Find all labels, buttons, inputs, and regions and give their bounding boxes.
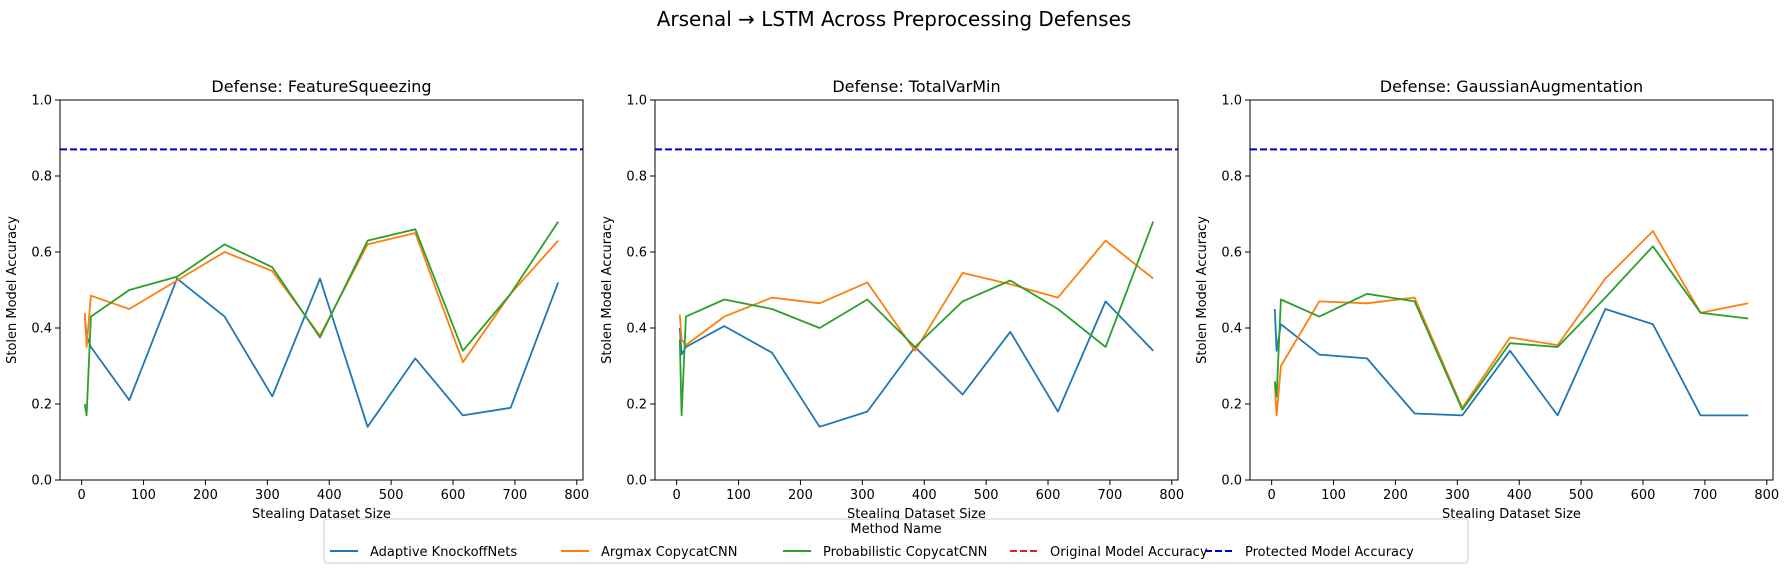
x-tick-label: 700 [1098,488,1123,503]
y-tick-label: 0.8 [626,170,647,185]
x-tick-label: 500 [974,488,999,503]
plot-frame [59,99,584,481]
y-tick-label: 0.4 [626,322,647,337]
series-adaptive-knockoffnets [678,300,1154,428]
y-tick-label: 0.6 [31,246,52,261]
x-tick-label: 200 [1383,488,1408,503]
subplot-3: Defense: GaussianAugmentation 0 100 200 300 4… [1195,77,1779,522]
x-tick-label: 500 [379,488,404,503]
series-adaptive-knockoffnets [1273,308,1749,417]
x-tick-label: 400 [1507,488,1532,503]
y-tick-label: 1.0 [626,94,647,109]
x-tick-label: 600 [441,488,466,503]
y-tick-label: 0.8 [31,170,52,185]
x-tick-label: 400 [317,488,342,503]
x-tick-label: 300 [255,488,280,503]
y-tick-label: 0.8 [1221,170,1242,185]
subplot-title: Defense: TotalVarMin [832,77,1000,96]
y-tick-label: 0.2 [1221,398,1242,413]
x-tick-label: 0 [673,488,681,503]
legend-label-adaptive-knockoffnets: Adaptive KnockoffNets [370,545,517,560]
series-argmax-copycatcnn [678,239,1154,352]
x-tick-label: 500 [1569,488,1594,503]
y-tick-label: 0.0 [1221,474,1242,489]
x-tick-label: 200 [788,488,813,503]
y-tick-label: 0.4 [31,322,52,337]
legend-label-protected-model-accuracy: Protected Model Accuracy [1245,545,1414,560]
y-tick-label: 0.2 [626,398,647,413]
y-tick-label: 0.0 [31,474,52,489]
legend-label-original-model-accuracy: Original Model Accuracy [1050,545,1208,560]
x-tick-label: 600 [1036,488,1061,503]
y-tick-label: 0.6 [1221,246,1242,261]
x-tick-label: 300 [1445,488,1470,503]
y-tick-label: 0.6 [626,246,647,261]
series-argmax-copycatcnn [83,232,559,364]
legend-box [323,518,1469,564]
x-tick-label: 800 [564,488,589,503]
x-tick-label: 100 [131,488,156,503]
series-adaptive-knockoffnets [83,277,560,428]
legend: Method Name Adaptive KnockoffNets Argmax C… [323,518,1469,564]
y-tick-label: 1.0 [31,94,52,109]
legend-label-argmax-copycatcnn: Argmax CopycatCNN [601,545,737,560]
subplot-title: Defense: FeatureSqueezing [211,77,431,96]
y-tick-label: 0.2 [31,398,52,413]
series-argmax-copycatcnn [1273,230,1749,417]
x-tick-label: 200 [193,488,218,503]
x-tick-label: 800 [1754,488,1779,503]
legend-title: Method Name [850,522,941,537]
legend-label-probabilistic-copycatcnn: Probabilistic CopycatCNN [823,545,987,560]
y-tick-label: 1.0 [1221,94,1242,109]
x-tick-label: 400 [912,488,937,503]
x-axis-label: Stealing Dataset Size [252,507,391,522]
x-axis-label: Stealing Dataset Size [847,507,986,522]
series-probabilistic-copycatcnn [1273,245,1749,411]
subplot-1: Defense: FeatureSqueezing 0 100 200 300 400 50… [5,77,589,522]
y-tick-label: 0.0 [626,474,647,489]
subplots: Defense: FeatureSqueezing 0 100 200 300 400 50… [5,77,1779,522]
x-tick-label: 700 [503,488,528,503]
y-axis-label: Stolen Model Accuracy [5,216,20,364]
subplot-title: Defense: GaussianAugmentation [1380,77,1643,96]
series-probabilistic-copycatcnn [678,221,1155,417]
x-tick-label: 700 [1693,488,1718,503]
plot-frame [654,99,1179,481]
x-tick-label: 0 [78,488,86,503]
y-axis-label: Stolen Model Accuracy [1195,216,1210,364]
x-tick-label: 100 [726,488,751,503]
x-tick-label: 600 [1631,488,1656,503]
x-tick-label: 0 [1268,488,1276,503]
y-axis-label: Stolen Model Accuracy [600,216,615,364]
x-axis-label: Stealing Dataset Size [1442,507,1581,522]
plot-frame [1249,99,1774,481]
subplot-2: Defense: TotalVarMin 0 100 200 300 400 500 600 7… [600,77,1184,522]
figure-title: Arsenal → LSTM Across Preprocessing Defe… [657,7,1132,31]
series-probabilistic-copycatcnn [83,221,559,417]
x-tick-label: 100 [1321,488,1346,503]
y-tick-label: 0.4 [1221,322,1242,337]
x-tick-label: 300 [850,488,875,503]
x-tick-label: 800 [1159,488,1184,503]
